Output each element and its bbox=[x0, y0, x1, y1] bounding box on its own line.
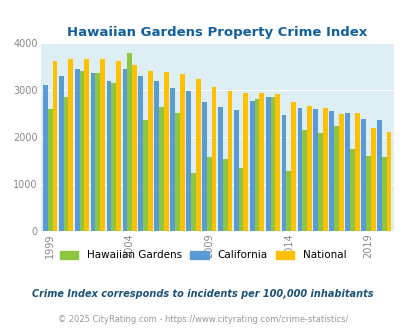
Bar bbox=[64, 97, 68, 231]
Bar bbox=[84, 59, 89, 231]
Bar bbox=[354, 114, 359, 231]
Bar bbox=[243, 93, 247, 231]
Bar bbox=[75, 69, 79, 231]
Bar bbox=[202, 102, 207, 231]
Bar bbox=[164, 72, 168, 231]
Text: Crime Index corresponds to incidents per 100,000 inhabitants: Crime Index corresponds to incidents per… bbox=[32, 289, 373, 299]
Bar bbox=[190, 173, 195, 231]
Bar bbox=[381, 157, 386, 231]
Bar bbox=[376, 120, 381, 231]
Bar bbox=[275, 94, 279, 231]
Bar bbox=[338, 114, 343, 231]
Bar bbox=[116, 61, 121, 231]
Bar bbox=[111, 83, 116, 231]
Bar bbox=[370, 128, 375, 231]
Bar bbox=[48, 109, 52, 231]
Bar bbox=[186, 91, 190, 231]
Bar bbox=[265, 97, 270, 231]
Bar bbox=[68, 59, 73, 231]
Bar bbox=[132, 65, 136, 231]
Bar bbox=[328, 111, 333, 231]
Bar bbox=[333, 126, 338, 231]
Bar bbox=[306, 106, 311, 231]
Bar bbox=[211, 87, 216, 231]
Bar bbox=[322, 108, 327, 231]
Bar bbox=[233, 110, 238, 231]
Bar bbox=[259, 93, 264, 231]
Bar bbox=[122, 69, 127, 231]
Bar bbox=[154, 82, 159, 231]
Bar bbox=[95, 74, 100, 231]
Bar bbox=[107, 81, 111, 231]
Bar bbox=[148, 71, 152, 231]
Bar bbox=[90, 74, 95, 231]
Bar bbox=[286, 171, 290, 231]
Title: Hawaiian Gardens Property Crime Index: Hawaiian Gardens Property Crime Index bbox=[67, 26, 367, 39]
Bar bbox=[207, 157, 211, 231]
Bar bbox=[127, 53, 132, 231]
Bar bbox=[254, 99, 259, 231]
Text: © 2025 CityRating.com - https://www.cityrating.com/crime-statistics/: © 2025 CityRating.com - https://www.city… bbox=[58, 315, 347, 324]
Bar bbox=[52, 61, 57, 231]
Bar bbox=[302, 130, 306, 231]
Bar bbox=[349, 149, 354, 231]
Bar bbox=[365, 156, 370, 231]
Bar bbox=[313, 109, 318, 231]
Bar bbox=[222, 159, 227, 231]
Bar bbox=[79, 71, 84, 231]
Bar bbox=[290, 102, 295, 231]
Bar bbox=[386, 132, 390, 231]
Bar bbox=[138, 76, 143, 231]
Bar bbox=[217, 107, 222, 231]
Bar bbox=[281, 115, 286, 231]
Bar bbox=[100, 59, 105, 231]
Bar bbox=[249, 101, 254, 231]
Legend: Hawaiian Gardens, California, National: Hawaiian Gardens, California, National bbox=[60, 250, 345, 260]
Bar bbox=[143, 119, 148, 231]
Bar bbox=[43, 85, 48, 231]
Bar bbox=[159, 107, 164, 231]
Bar bbox=[360, 118, 365, 231]
Bar bbox=[175, 114, 179, 231]
Bar bbox=[318, 133, 322, 231]
Bar bbox=[195, 79, 200, 231]
Bar bbox=[227, 91, 232, 231]
Bar bbox=[179, 74, 184, 231]
Bar bbox=[344, 113, 349, 231]
Bar bbox=[270, 96, 275, 231]
Bar bbox=[170, 87, 175, 231]
Bar bbox=[238, 168, 243, 231]
Bar bbox=[297, 108, 302, 231]
Bar bbox=[59, 76, 64, 231]
